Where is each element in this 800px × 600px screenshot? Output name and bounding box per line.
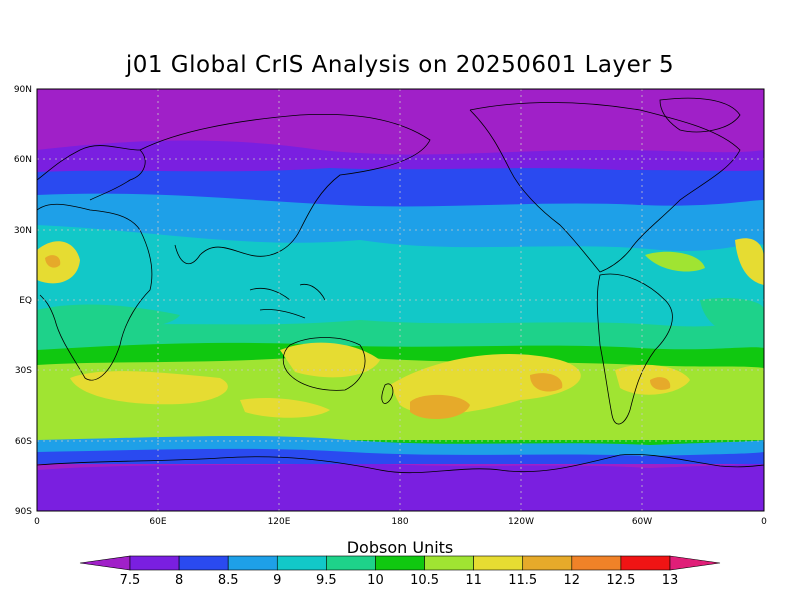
colorbar-tick-label: 11 (465, 573, 482, 588)
lon-label: 0 (34, 517, 40, 527)
colorbar-tick-label: 10 (367, 573, 384, 588)
colorbar-title: Dobson Units (347, 538, 454, 557)
longitude-labels: 0 60E 120E 180 120W 60W 0 (34, 517, 767, 527)
colorbar-segment (620, 555, 671, 571)
colorbar-segment (424, 555, 474, 571)
colorbar-segment (375, 555, 425, 571)
colorbar-tick-label: 7.5 (120, 573, 141, 588)
colorbar: 7.5 8 8.5 9 9.5 10 10.5 11 11.5 12 12.5 13 (79, 555, 721, 588)
lon-label: 60W (632, 517, 652, 527)
latitude-labels: 90N 60N 30N EQ 30S 60S 90S (14, 85, 32, 517)
coastlines (37, 97, 764, 474)
colorbar-segment (326, 555, 376, 571)
coast-indonesia (249, 283, 326, 319)
coast-nz (381, 383, 394, 404)
colorbar-segment (571, 555, 622, 571)
lat-label: EQ (19, 296, 32, 306)
ozone-field (37, 89, 764, 511)
lat-label: 30S (15, 366, 32, 376)
blob-s-pacific-core1 (410, 394, 470, 420)
colorbar-tick-label: 8 (175, 573, 183, 588)
colorbar-segment (129, 555, 180, 571)
blob-s-indian (240, 398, 330, 418)
map-frame (36, 88, 765, 512)
graticule (37, 89, 764, 511)
colorbar-tick-label: 13 (662, 573, 679, 588)
lat-label: 30N (14, 226, 32, 236)
colorbar-segment (473, 555, 524, 571)
map-title: j01 Global CrIS Analysis on 20250601 Lay… (125, 52, 675, 78)
colorbar-tick-label: 11.5 (508, 573, 537, 588)
lon-label: 120E (268, 517, 291, 527)
lon-label: 180 (391, 517, 408, 527)
blob-n-africa-core (45, 255, 61, 268)
blob-n-atlantic (735, 238, 764, 285)
coast-samerica (596, 273, 673, 425)
lon-label: 60E (149, 517, 166, 527)
tropic-west (37, 304, 180, 332)
lon-label: 120W (508, 517, 534, 527)
coast-europe (37, 145, 146, 201)
band-s-85 (37, 448, 764, 464)
blob-s-australia (280, 342, 380, 378)
band-s-8 (37, 462, 764, 511)
colorbar-tick-label: 12.5 (606, 573, 635, 588)
colorbar-segment (522, 555, 573, 571)
colorbar-low-extension (79, 555, 131, 571)
lon-label: 0 (761, 517, 767, 527)
coast-africa (37, 203, 153, 381)
colorbar-high-extension (669, 555, 721, 571)
lat-label: 60N (14, 155, 32, 165)
coast-australia (282, 337, 366, 391)
coast-asia (139, 114, 431, 265)
colorbar-tick-label: 12 (564, 573, 581, 588)
lat-label: 90N (14, 85, 32, 95)
colorbar-tick-label: 10.5 (410, 573, 439, 588)
colorbar-segment (178, 555, 229, 571)
blob-s-atlantic (70, 371, 228, 405)
coast-antarctica (37, 453, 764, 474)
tropic-east (700, 298, 764, 340)
lat-label: 60S (15, 437, 32, 447)
coast-namerica (469, 102, 741, 273)
blob-s-pacific-core2 (530, 373, 563, 392)
colorbar-tick-label: 9 (273, 573, 281, 588)
blob-n-caribbean (645, 251, 705, 272)
lat-label: 90S (15, 507, 32, 517)
colorbar-tick-label: 8.5 (218, 573, 239, 588)
band-n-95 (37, 225, 764, 340)
blob-s-samerica-core (650, 377, 671, 390)
colorbar-segment (276, 555, 327, 571)
coast-greenland (659, 97, 741, 133)
colorbar-tick-label: 9.5 (316, 573, 337, 588)
colorbar-segment (227, 555, 278, 571)
